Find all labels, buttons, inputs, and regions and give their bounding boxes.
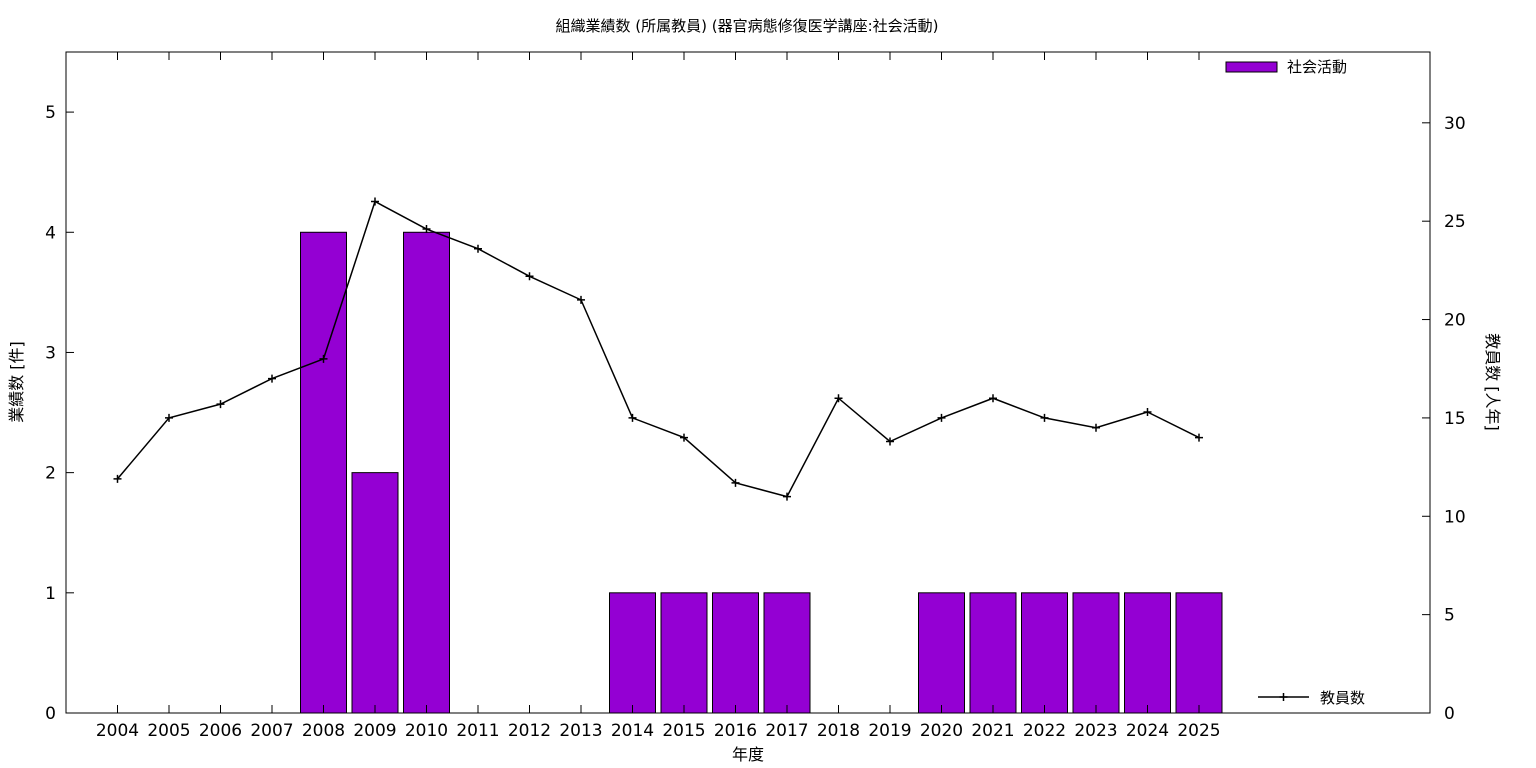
line-point [628,413,637,422]
line-point [474,244,482,253]
legend-label-line: 教員数 [1320,689,1365,707]
plot-frame [65,51,1431,714]
y2-tick-label: 30 [1444,114,1466,134]
bar [1175,592,1223,714]
bar [660,592,708,714]
line-point [1143,408,1152,417]
line-series [113,197,1203,501]
x-tick-label: 2020 [920,721,963,741]
x-tick-label: 2019 [868,721,911,741]
legend-swatch-bar [1225,61,1278,73]
line-point [834,394,843,403]
x-tick-label: 2013 [559,721,602,741]
y-tick-label: 5 [45,103,56,123]
line-point [577,295,585,304]
bar [763,592,811,714]
line-point [989,394,997,403]
x-tick-label: 2008 [302,721,345,741]
x-tick-label: 2018 [817,721,860,741]
legend-label-bar: 社会活動 [1287,58,1347,76]
line-point [371,197,379,206]
y-tick-label: 0 [45,704,56,724]
y2-axis-label: 教員数 [人年] [1483,333,1502,431]
y2-tick-label: 25 [1444,212,1466,232]
line-point [1195,433,1203,442]
line-point [1092,423,1100,432]
line-point [319,354,328,363]
chart-title: 組織業績数 (所属教員) (器官病態修復医学講座:社会活動) [555,17,938,35]
x-tick-label: 2022 [1023,721,1066,741]
line-point [525,272,534,281]
x-tick-label: 2023 [1074,721,1117,741]
y2-tick-label: 15 [1444,409,1466,429]
line-point [422,225,431,234]
legend: 社会活動 教員数 [1225,58,1365,707]
line-point [937,413,946,422]
line-path [116,200,1200,498]
x-tick-label: 2025 [1177,721,1220,741]
x-tick-label: 2015 [662,721,705,741]
x-tick-label: 2017 [765,721,808,741]
bar [1124,592,1171,714]
axes: 2004 2005 2006 2007 2008 2009 2010 2011 2012 2013… [45,52,1466,741]
legend-marker-line [1279,693,1288,701]
x-tick-label: 2010 [405,721,448,741]
y2-tick-label: 10 [1444,507,1466,527]
line-point [1040,413,1049,422]
x-tick-label: 2006 [199,721,242,741]
bar [918,592,965,714]
line-point [783,492,791,501]
x-tick-label: 2014 [611,721,654,741]
bar [1072,592,1120,714]
line-point [113,474,122,483]
y2-tick-label: 20 [1444,311,1466,331]
bar [1021,592,1068,714]
line-point [216,400,225,409]
y-tick-label: 1 [45,584,56,604]
bar [403,231,450,714]
x-tick-label: 2007 [250,721,293,741]
x-tick-label: 2016 [714,721,757,741]
x-tick-label: 2011 [456,721,499,741]
x-tick-label: 2021 [971,721,1014,741]
bar [300,231,347,714]
y2-tick-label: 5 [1444,606,1455,626]
x-axis-label: 年度 [732,745,764,764]
y-tick-label: 2 [45,464,56,484]
bar [609,592,656,714]
x-tick-label: 2024 [1126,721,1169,741]
line-point [680,433,688,442]
y-axis-label: 業績数 [件] [7,341,26,423]
line-point [886,437,894,446]
x-tick-label: 2005 [147,721,190,741]
x-tick-label: 2009 [353,721,396,741]
bar [969,592,1017,714]
y-tick-label: 3 [45,343,56,363]
line-point [268,374,276,383]
y-tick-label: 4 [45,223,56,243]
x-tick-label: 2012 [508,721,551,741]
bar [712,592,759,714]
x-tick-label: 2004 [96,721,139,741]
bar [351,472,399,714]
line-point [165,413,173,422]
line-point [731,478,740,487]
y2-tick-label: 0 [1444,704,1455,724]
